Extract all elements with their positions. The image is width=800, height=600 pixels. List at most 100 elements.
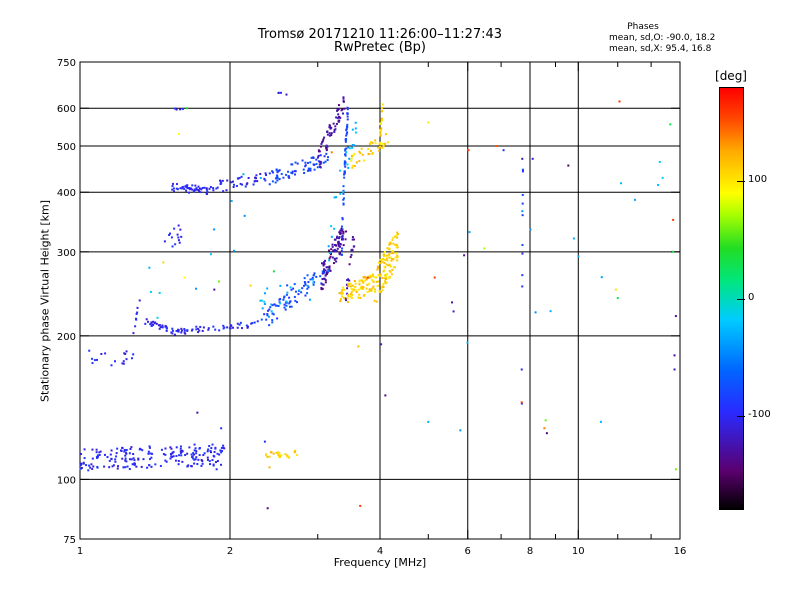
echo-point xyxy=(279,302,282,305)
echo-point xyxy=(347,293,350,296)
echo-point xyxy=(427,420,430,423)
echo-point xyxy=(220,446,223,449)
echo-point xyxy=(368,282,371,285)
echo-point xyxy=(172,450,175,453)
echo-point xyxy=(379,273,382,276)
echo-point xyxy=(221,449,224,452)
echo-point xyxy=(395,234,398,237)
echo-point xyxy=(348,263,351,266)
echo-point xyxy=(318,163,321,166)
echo-point xyxy=(278,178,281,181)
echo-point xyxy=(345,151,348,154)
echo-point xyxy=(349,293,352,296)
echo-point xyxy=(392,236,395,239)
echo-point xyxy=(207,328,210,331)
echo-point xyxy=(271,312,274,315)
echo-point xyxy=(171,455,174,458)
echo-point xyxy=(316,166,319,169)
echo-point xyxy=(325,144,328,147)
echo-point xyxy=(175,108,178,111)
echo-point xyxy=(375,280,378,283)
echo-point xyxy=(380,110,383,113)
echo-point xyxy=(323,271,326,274)
echo-point xyxy=(377,284,380,287)
echo-point xyxy=(271,304,274,307)
echo-point xyxy=(230,324,233,327)
echo-point xyxy=(521,285,524,288)
echo-point xyxy=(265,318,268,321)
echo-point xyxy=(184,454,187,457)
echo-point xyxy=(151,452,154,455)
x-tick-label: 8 xyxy=(527,546,533,557)
colorbar-tick xyxy=(737,416,745,417)
echo-point xyxy=(521,244,524,247)
echo-point xyxy=(333,238,336,241)
chart-title: Tromsø 20171210 11:26:00–11:27:43 xyxy=(257,27,503,42)
echo-point xyxy=(95,358,98,361)
echo-point xyxy=(240,175,243,178)
echo-point xyxy=(124,454,127,457)
echo-point xyxy=(359,504,362,507)
echo-point xyxy=(392,266,395,269)
echo-point xyxy=(150,456,153,459)
echo-point xyxy=(195,287,198,290)
echo-point xyxy=(330,225,333,228)
echo-point xyxy=(159,464,162,467)
echo-point xyxy=(242,173,245,176)
echo-point xyxy=(123,448,126,451)
echo-point xyxy=(451,301,454,304)
echo-point xyxy=(135,318,138,321)
echo-point xyxy=(165,329,168,332)
echo-point xyxy=(96,455,99,458)
echo-point xyxy=(149,452,152,455)
echo-point xyxy=(222,444,225,447)
echo-point xyxy=(149,323,152,326)
echo-point xyxy=(521,168,524,171)
echo-point xyxy=(104,352,107,355)
echo-point xyxy=(247,176,250,179)
echo-point xyxy=(350,157,353,160)
echo-point xyxy=(349,282,352,285)
echo-point xyxy=(171,188,174,191)
echo-point xyxy=(335,122,338,125)
echo-point xyxy=(385,273,388,276)
x-tick-label: 10 xyxy=(572,546,585,557)
echo-point xyxy=(304,165,307,168)
echo-point xyxy=(201,187,204,190)
echo-point xyxy=(346,163,349,166)
echo-point xyxy=(206,450,209,453)
echo-point xyxy=(124,352,127,355)
echo-point xyxy=(323,155,326,158)
echo-point xyxy=(326,266,329,269)
echo-point xyxy=(521,252,524,255)
echo-point xyxy=(230,199,233,202)
echo-point xyxy=(366,290,369,293)
echo-point xyxy=(255,174,258,177)
echo-point xyxy=(427,121,430,124)
echo-point xyxy=(171,332,174,335)
echo-point xyxy=(521,193,524,196)
echo-point xyxy=(260,318,263,321)
echo-point xyxy=(380,258,383,261)
echo-point xyxy=(296,301,299,304)
echo-point xyxy=(371,273,374,276)
echo-point xyxy=(126,465,129,468)
y-tick-label: 200 xyxy=(57,332,76,343)
echo-point xyxy=(149,290,152,293)
echo-point xyxy=(180,187,183,190)
echo-point xyxy=(319,275,322,278)
echo-point xyxy=(169,453,172,456)
echo-point xyxy=(332,122,335,125)
x-tick-label: 1 xyxy=(77,546,83,557)
echo-point xyxy=(192,457,195,460)
echo-point xyxy=(308,298,311,301)
echo-point xyxy=(241,183,244,186)
echo-point xyxy=(388,243,391,246)
echo-point xyxy=(351,144,354,147)
echo-point xyxy=(236,322,239,325)
echo-point xyxy=(110,449,113,452)
echo-point xyxy=(328,265,331,268)
echo-point xyxy=(114,460,117,463)
echo-point xyxy=(329,127,332,130)
